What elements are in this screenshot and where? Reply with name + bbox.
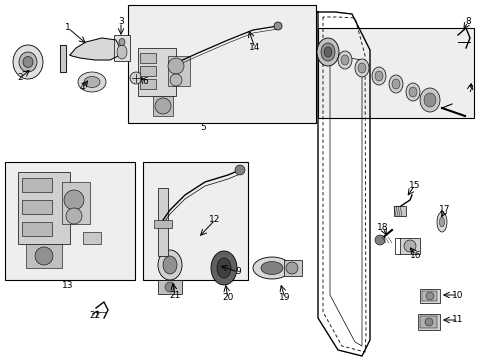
Ellipse shape <box>316 38 338 66</box>
Bar <box>62 182 90 224</box>
Circle shape <box>64 190 84 210</box>
Bar <box>417 314 439 330</box>
Ellipse shape <box>84 77 100 87</box>
Ellipse shape <box>408 87 416 97</box>
Text: 6: 6 <box>142 77 147 86</box>
Ellipse shape <box>374 71 382 81</box>
Circle shape <box>155 98 171 114</box>
Ellipse shape <box>439 217 444 227</box>
Circle shape <box>164 282 175 292</box>
Circle shape <box>273 22 282 30</box>
Ellipse shape <box>340 55 348 65</box>
Bar <box>419 289 439 303</box>
Polygon shape <box>60 45 66 72</box>
Ellipse shape <box>13 45 43 79</box>
Text: 17: 17 <box>438 206 450 215</box>
Ellipse shape <box>354 59 368 77</box>
Circle shape <box>425 292 433 300</box>
Text: 4: 4 <box>79 84 84 93</box>
Ellipse shape <box>217 258 230 278</box>
Ellipse shape <box>78 72 106 92</box>
Text: 5: 5 <box>200 123 205 132</box>
Circle shape <box>235 165 244 175</box>
Bar <box>22 178 52 192</box>
Circle shape <box>130 72 142 84</box>
Text: 8: 8 <box>464 18 470 27</box>
Circle shape <box>168 58 183 74</box>
Bar <box>317 28 473 118</box>
Ellipse shape <box>119 39 125 45</box>
Text: 10: 10 <box>451 291 463 300</box>
Ellipse shape <box>252 257 290 279</box>
Bar <box>22 222 52 236</box>
Text: 16: 16 <box>409 251 421 260</box>
Ellipse shape <box>405 83 419 101</box>
Text: 7: 7 <box>466 85 472 94</box>
Text: 9: 9 <box>235 267 241 276</box>
Ellipse shape <box>388 75 402 93</box>
Circle shape <box>424 318 432 326</box>
Ellipse shape <box>19 52 37 72</box>
Text: 11: 11 <box>451 315 463 324</box>
Polygon shape <box>70 38 120 60</box>
Text: 22: 22 <box>89 310 101 320</box>
Bar <box>138 48 176 96</box>
Circle shape <box>285 262 297 274</box>
Circle shape <box>170 74 182 86</box>
Ellipse shape <box>391 79 399 89</box>
Bar <box>158 280 182 294</box>
Ellipse shape <box>210 251 237 285</box>
Bar <box>114 35 130 61</box>
Bar <box>142 162 247 280</box>
Circle shape <box>374 235 384 245</box>
Ellipse shape <box>117 45 127 59</box>
Ellipse shape <box>163 256 177 274</box>
Text: 3: 3 <box>118 18 123 27</box>
Ellipse shape <box>357 63 365 73</box>
Text: 1: 1 <box>65 23 71 32</box>
Bar <box>168 56 190 86</box>
Text: 15: 15 <box>408 180 420 189</box>
Bar <box>393 206 405 216</box>
Text: 2: 2 <box>17 73 23 82</box>
Bar <box>128 5 315 123</box>
Ellipse shape <box>436 212 446 232</box>
Bar <box>18 172 70 244</box>
Text: 21: 21 <box>169 291 181 300</box>
Bar <box>140 79 156 89</box>
Ellipse shape <box>158 250 182 280</box>
Text: 14: 14 <box>249 44 260 53</box>
Bar <box>140 53 156 63</box>
Text: 19: 19 <box>279 293 290 302</box>
Circle shape <box>66 208 82 224</box>
Bar <box>399 238 419 254</box>
Ellipse shape <box>423 93 435 107</box>
Bar <box>158 188 168 256</box>
Ellipse shape <box>337 51 351 69</box>
Circle shape <box>403 240 415 252</box>
Text: 12: 12 <box>209 216 220 225</box>
Bar <box>419 316 436 328</box>
Ellipse shape <box>23 57 33 68</box>
Bar <box>154 220 172 228</box>
Bar <box>284 260 302 276</box>
Bar <box>153 96 173 116</box>
Bar <box>22 200 52 214</box>
Bar <box>5 162 135 280</box>
Bar <box>140 66 156 76</box>
Ellipse shape <box>320 43 334 61</box>
Ellipse shape <box>419 88 439 112</box>
Bar <box>26 244 62 268</box>
Bar <box>83 232 101 244</box>
Ellipse shape <box>261 261 283 274</box>
Ellipse shape <box>324 47 331 57</box>
Text: 13: 13 <box>62 280 74 289</box>
Ellipse shape <box>371 67 385 85</box>
Text: 20: 20 <box>222 293 233 302</box>
Circle shape <box>35 247 53 265</box>
Bar <box>421 291 436 301</box>
Text: 18: 18 <box>376 224 388 233</box>
